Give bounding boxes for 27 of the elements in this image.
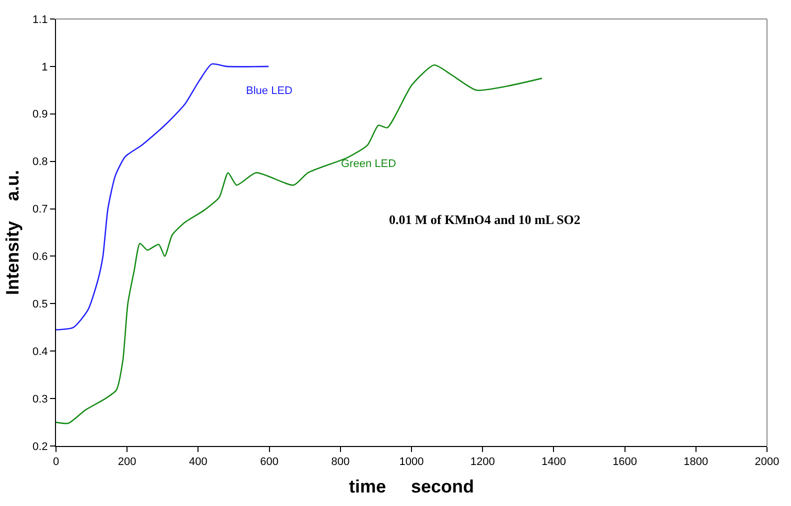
line-series [56, 63, 270, 330]
x-tick-label: 2000 [754, 456, 780, 468]
y-tick-label: 0.3 [32, 393, 48, 406]
y-axis-title: Intensity a.u. [2, 170, 23, 296]
x-tick-label: 1400 [541, 456, 566, 468]
x-tick-label: 0 [52, 456, 60, 468]
y-tick-label: 0.2 [32, 440, 48, 453]
x-tick-label: 800 [331, 456, 350, 468]
y-tick-label: 0.8 [32, 156, 48, 168]
x-axis-title: time second [348, 476, 474, 496]
annotation: 0.01 M of KMnO4 and 10 mL SO2 [389, 212, 580, 227]
x-tick-label: 200 [118, 456, 136, 468]
y-tick-label: 1 [42, 61, 48, 74]
x-tick-label: 1000 [399, 456, 424, 468]
y-tick-label: 0.7 [32, 204, 48, 216]
y-tick-label: 0.4 [32, 346, 48, 358]
y-tick-label: 0.9 [32, 108, 48, 121]
series-label: Blue LED [246, 85, 293, 97]
y-tick-label: 0.6 [32, 251, 48, 264]
x-tick-label: 1200 [470, 456, 495, 468]
y-tick-label: 1.1 [32, 14, 48, 26]
x-tick-label: 400 [189, 456, 208, 468]
x-tick-label: 600 [260, 456, 278, 468]
series-label: Green LED [341, 158, 396, 170]
x-tick-label: 1600 [612, 456, 638, 468]
y-tick-label: 0.5 [32, 298, 48, 311]
x-tick-label: 1800 [684, 456, 708, 468]
